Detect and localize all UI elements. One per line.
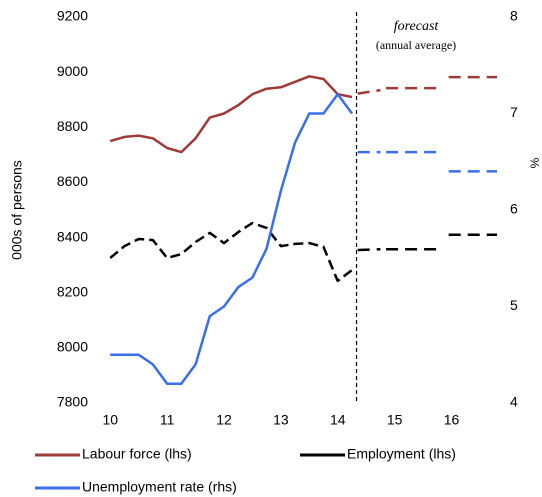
y2-tick-label: 4 — [510, 394, 518, 410]
x-tick-label: 10 — [102, 412, 118, 428]
x-tick-label: 13 — [273, 412, 289, 428]
forecast-line — [357, 150, 497, 173]
forecast-line — [357, 75, 497, 95]
y-axis-label: 000s of persons — [9, 160, 25, 260]
series-line — [110, 92, 354, 385]
x-tick-label: 14 — [330, 412, 346, 428]
x-tick-label: 11 — [160, 412, 175, 428]
x-tick-label: 12 — [216, 412, 232, 428]
y-tick-label: 9200 — [57, 8, 88, 24]
series-line — [109, 221, 353, 283]
y-tick-label: 7800 — [57, 394, 88, 410]
y-tick-label: 8600 — [57, 173, 88, 189]
legend-label: Employment (lhs) — [347, 446, 456, 462]
forecast-line — [357, 233, 497, 252]
y-tick-label: 8800 — [57, 118, 88, 134]
y-tick-label: 9000 — [57, 63, 88, 79]
y2-tick-label: 5 — [510, 297, 518, 313]
y2-tick-label: 8 — [510, 8, 518, 24]
legend-label: Labour force (lhs) — [82, 446, 192, 462]
y2-axis-label: % — [528, 157, 542, 168]
y-tick-label: 8400 — [57, 228, 88, 244]
x-tick-label: 15 — [387, 412, 403, 428]
y2-tick-label: 7 — [510, 104, 518, 120]
x-tick-label: 16 — [444, 412, 460, 428]
series-line — [109, 75, 353, 154]
legend-label: Unemployment rate (rhs) — [82, 479, 237, 495]
y-tick-label: 8000 — [57, 339, 88, 355]
y-tick-label: 8200 — [57, 283, 88, 299]
annotation: (annual average) — [376, 38, 456, 52]
y2-tick-label: 6 — [510, 201, 518, 217]
annotation: forecast — [394, 19, 440, 34]
